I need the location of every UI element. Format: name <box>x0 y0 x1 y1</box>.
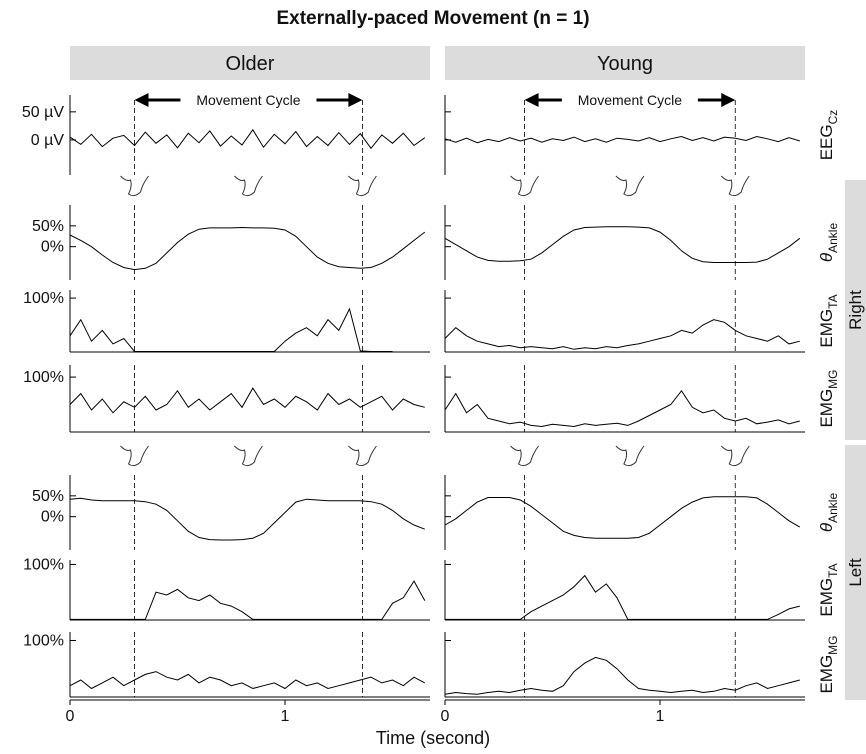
y-tick-label: 100% <box>23 556 64 573</box>
y-tick-label: 50% <box>32 488 64 505</box>
x-tick-label: 1 <box>656 708 665 725</box>
foot-icon <box>510 445 539 467</box>
x-axis-label: Time (second) <box>376 728 490 748</box>
x-tick-label: 0 <box>441 708 450 725</box>
row-label: θAnkle <box>817 493 840 533</box>
trace <box>444 319 800 350</box>
foot-icon <box>234 445 263 467</box>
row-label: EEGCz <box>817 110 840 161</box>
foot-icon <box>348 175 377 197</box>
row-label-main: EMG <box>817 655 836 694</box>
y-tick-label: 0% <box>41 509 64 526</box>
foot-icon <box>120 175 149 197</box>
annotation: Movement Cycle <box>578 92 682 108</box>
row-label-main: θ <box>817 522 836 532</box>
column-header: Young <box>597 53 653 75</box>
trace <box>69 128 426 150</box>
trace <box>70 580 426 620</box>
row-label: EMGTA <box>817 294 840 347</box>
side-label: Right <box>846 290 865 330</box>
row-label: EMGMG <box>817 369 840 427</box>
foot-icon <box>615 445 645 467</box>
row-label-main: EMG <box>817 578 836 617</box>
chart-title: Externally-paced Movement (n = 1) <box>276 8 589 29</box>
side-label-bg <box>845 445 866 700</box>
column-header-bg <box>70 46 430 80</box>
side-label-bg <box>845 180 866 440</box>
row-label-sub: TA <box>826 563 840 577</box>
trace <box>69 671 426 690</box>
foot-icon <box>615 175 645 197</box>
trace <box>444 496 801 539</box>
y-tick-label: 100% <box>23 290 64 307</box>
y-tick-label: 50% <box>32 218 64 235</box>
row-label: θAnkle <box>817 223 840 263</box>
trace <box>445 574 800 620</box>
trace <box>69 497 425 541</box>
annotation-bg <box>561 90 698 110</box>
trace <box>69 387 425 414</box>
column-header: Older <box>226 53 275 75</box>
foot-icon <box>720 445 750 467</box>
annotation: Movement Cycle <box>196 92 300 108</box>
row-label-sub: Ankle <box>826 223 840 253</box>
row-label-sub: Ankle <box>826 493 840 523</box>
row-label: EMGTA <box>817 563 840 616</box>
y-tick-label: 0% <box>41 239 64 256</box>
column-header-bg <box>445 46 805 80</box>
row-label-sub: TA <box>826 294 840 308</box>
row-label: EMGMG <box>817 635 840 693</box>
side-label: Left <box>846 558 865 587</box>
row-label-main: EMG <box>817 389 836 428</box>
row-label-sub: MG <box>826 635 840 654</box>
foot-icon <box>510 175 539 197</box>
foot-icon <box>234 175 263 197</box>
trace <box>444 135 800 144</box>
trace <box>444 226 801 263</box>
trace <box>444 389 800 428</box>
y-tick-label: 0 µV <box>31 132 65 149</box>
annotation-bg <box>180 90 317 110</box>
foot-icon <box>348 445 377 467</box>
foot-icon <box>720 175 750 197</box>
y-tick-label: 100% <box>23 632 64 649</box>
y-tick-label: 50 µV <box>22 104 64 121</box>
x-tick-label: 0 <box>66 708 75 725</box>
row-label-sub: Cz <box>826 110 840 125</box>
trace <box>69 307 393 352</box>
y-tick-label: 100% <box>23 369 64 386</box>
foot-icon <box>120 445 149 467</box>
row-label-sub: MG <box>826 369 840 388</box>
trace <box>69 226 426 271</box>
row-label-main: θ <box>817 252 836 262</box>
trace <box>444 656 800 695</box>
x-tick-label: 1 <box>281 708 290 725</box>
row-label-main: EEG <box>817 124 836 160</box>
row-label-main: EMG <box>817 309 836 348</box>
